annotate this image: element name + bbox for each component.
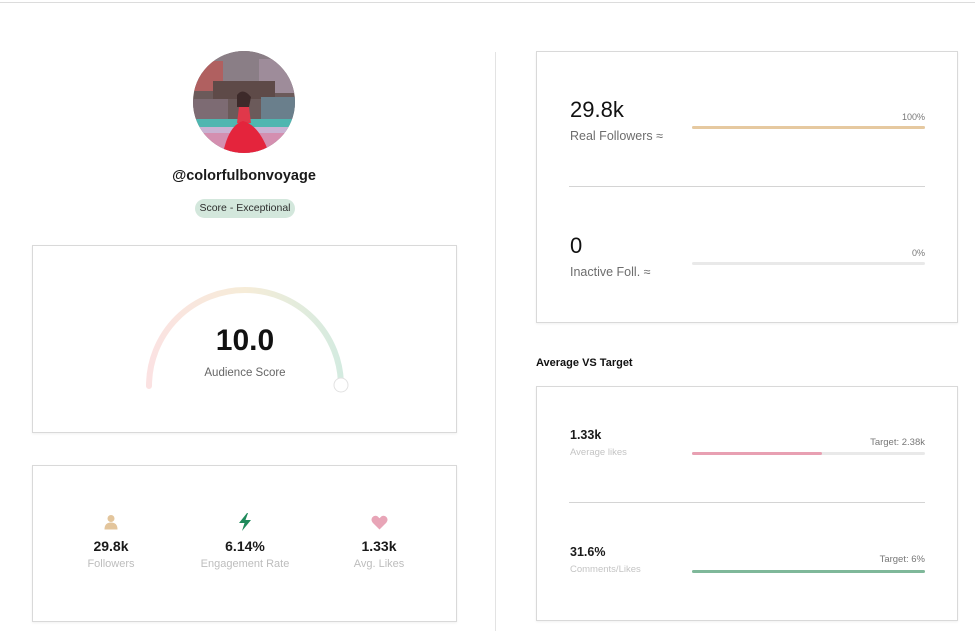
audience-score-label: Audience Score [204,367,286,379]
stat-engagement-value: 6.14% [225,538,265,554]
followers-card: 29.8k Real Followers ≈ 100% 0 Inactive F… [536,51,958,323]
stat-engagement: 6.14% Engagement Rate [170,512,320,570]
stat-followers-label: Followers [87,558,135,570]
inactive-followers-label: Inactive Foll. ≈ [570,265,651,279]
stat-followers-value: 29.8k [93,538,129,554]
top-divider [0,2,975,3]
profile-avatar [193,51,295,153]
comments-likes-bar [692,570,925,573]
stat-followers: 29.8k Followers [36,512,186,570]
avg-likes-bar [692,452,925,455]
audience-score-card: 10.0 Audience Score [32,245,457,433]
followers-separator [569,186,925,187]
column-divider [495,52,496,631]
gauge-knob [333,377,349,393]
avg-vs-target-title: Average VS Target [536,357,633,369]
avg-vs-target-card: 1.33k Average likes Target: 2.38k 31.6% … [536,386,958,621]
real-followers-bar [692,126,925,129]
score-badge: Score - Exceptional [195,199,295,218]
avg-separator [569,502,925,503]
real-followers-value: 29.8k [570,97,624,122]
real-followers-label: Real Followers ≈ [570,129,663,143]
lightning-icon [170,512,320,532]
comments-likes-target: Target: 6% [879,554,925,565]
person-icon [36,512,186,532]
real-followers-bar-fill [692,126,925,129]
stat-avg-likes-value: 1.33k [361,538,397,554]
avg-likes-label: Average likes [570,447,627,458]
comments-likes-label: Comments/Likes [570,564,641,575]
inactive-followers-value: 0 [570,233,583,258]
avg-likes-target: Target: 2.38k [870,437,925,448]
stat-avg-likes: 1.33k Avg. Likes [304,512,454,570]
avg-likes-value: 1.33k [570,428,602,442]
audience-score-gauge [146,287,349,393]
inactive-followers-bar [692,262,925,265]
inactive-followers-percent: 0% [911,248,925,258]
comments-likes-bar-fill [692,570,925,573]
stats-card: 29.8k Followers 6.14% Engagement Rate 1.… [32,465,457,622]
stat-engagement-label: Engagement Rate [200,558,290,570]
stat-avg-likes-label: Avg. Likes [353,558,405,570]
real-followers-percent: 100% [901,112,925,122]
comments-likes-value: 31.6% [570,545,606,559]
profile-handle: @colorfulbonvoyage [172,168,316,184]
avg-likes-bar-fill [692,452,823,455]
audience-score-value: 10.0 [215,324,275,357]
heart-icon [304,512,454,532]
